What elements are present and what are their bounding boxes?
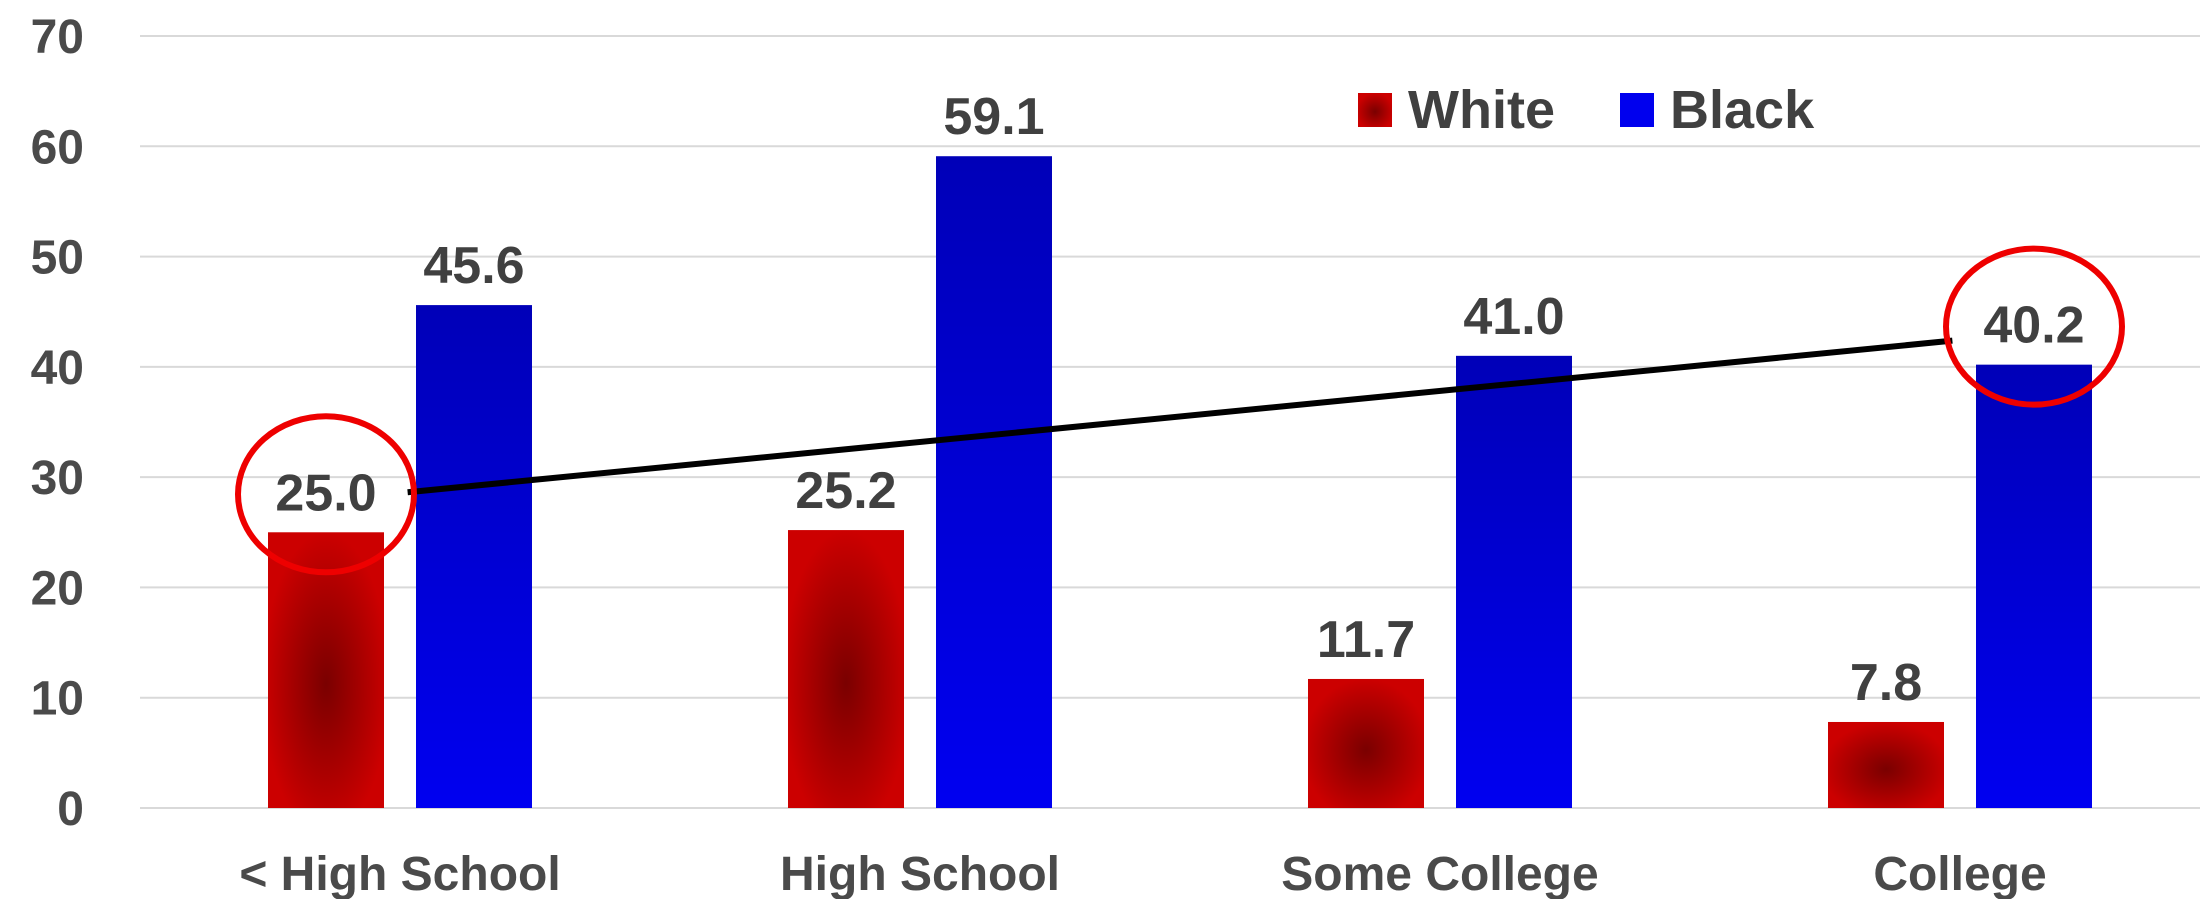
data-label-black-1: 59.1 <box>943 88 1044 146</box>
data-label-white-3: 7.8 <box>1850 654 1922 712</box>
y-tick-label: 20 <box>31 562 84 615</box>
y-tick-label: 70 <box>31 11 84 64</box>
x-axis-ticks: < High School High School Some College Coll… <box>239 848 2046 899</box>
bar-black-0 <box>416 305 532 808</box>
y-tick-label: 30 <box>31 452 84 505</box>
legend-label-black: Black <box>1670 80 1815 140</box>
data-label-black-0: 45.6 <box>423 237 524 295</box>
trend-line <box>407 337 1953 496</box>
legend-label-white: White <box>1408 80 1555 140</box>
x-tick-label: College <box>1873 848 2046 899</box>
y-tick-label: 0 <box>57 783 84 836</box>
x-tick-label: < High School <box>239 848 560 899</box>
data-label-black-2: 41.0 <box>1463 288 1564 346</box>
data-labels: 25.0 45.6 25.2 59.1 11.7 41.0 7.8 40.2 <box>275 88 2084 712</box>
legend-swatch-black <box>1620 93 1654 127</box>
legend: White Black <box>1358 80 1815 140</box>
x-tick-label: Some College <box>1281 848 1598 899</box>
bar-white-0 <box>268 532 384 808</box>
bar-white-2 <box>1308 678 1424 808</box>
y-axis-ticks: 0 10 20 30 40 50 60 70 <box>31 11 84 836</box>
y-tick-label: 60 <box>31 121 84 174</box>
bar-white-1 <box>788 530 904 808</box>
highlight-circle-0 <box>235 413 417 576</box>
data-label-white-0: 25.0 <box>275 464 376 522</box>
data-label-white-1: 25.2 <box>795 462 896 520</box>
annotations <box>235 245 2125 576</box>
bar-black-3 <box>1976 364 2092 808</box>
bar-black-2 <box>1456 355 1572 808</box>
data-label-black-3: 40.2 <box>1983 297 2084 355</box>
highlight-circle-1 <box>1943 245 2125 408</box>
x-tick-label: High School <box>780 848 1060 899</box>
bar-black-1 <box>936 156 1052 808</box>
data-label-white-2: 11.7 <box>1317 611 1415 669</box>
bars <box>268 156 2092 808</box>
y-tick-label: 10 <box>31 673 84 726</box>
bar-white-3 <box>1828 721 1944 808</box>
y-tick-label: 40 <box>31 342 84 395</box>
y-tick-label: 50 <box>31 232 84 285</box>
legend-swatch-white <box>1358 93 1392 127</box>
